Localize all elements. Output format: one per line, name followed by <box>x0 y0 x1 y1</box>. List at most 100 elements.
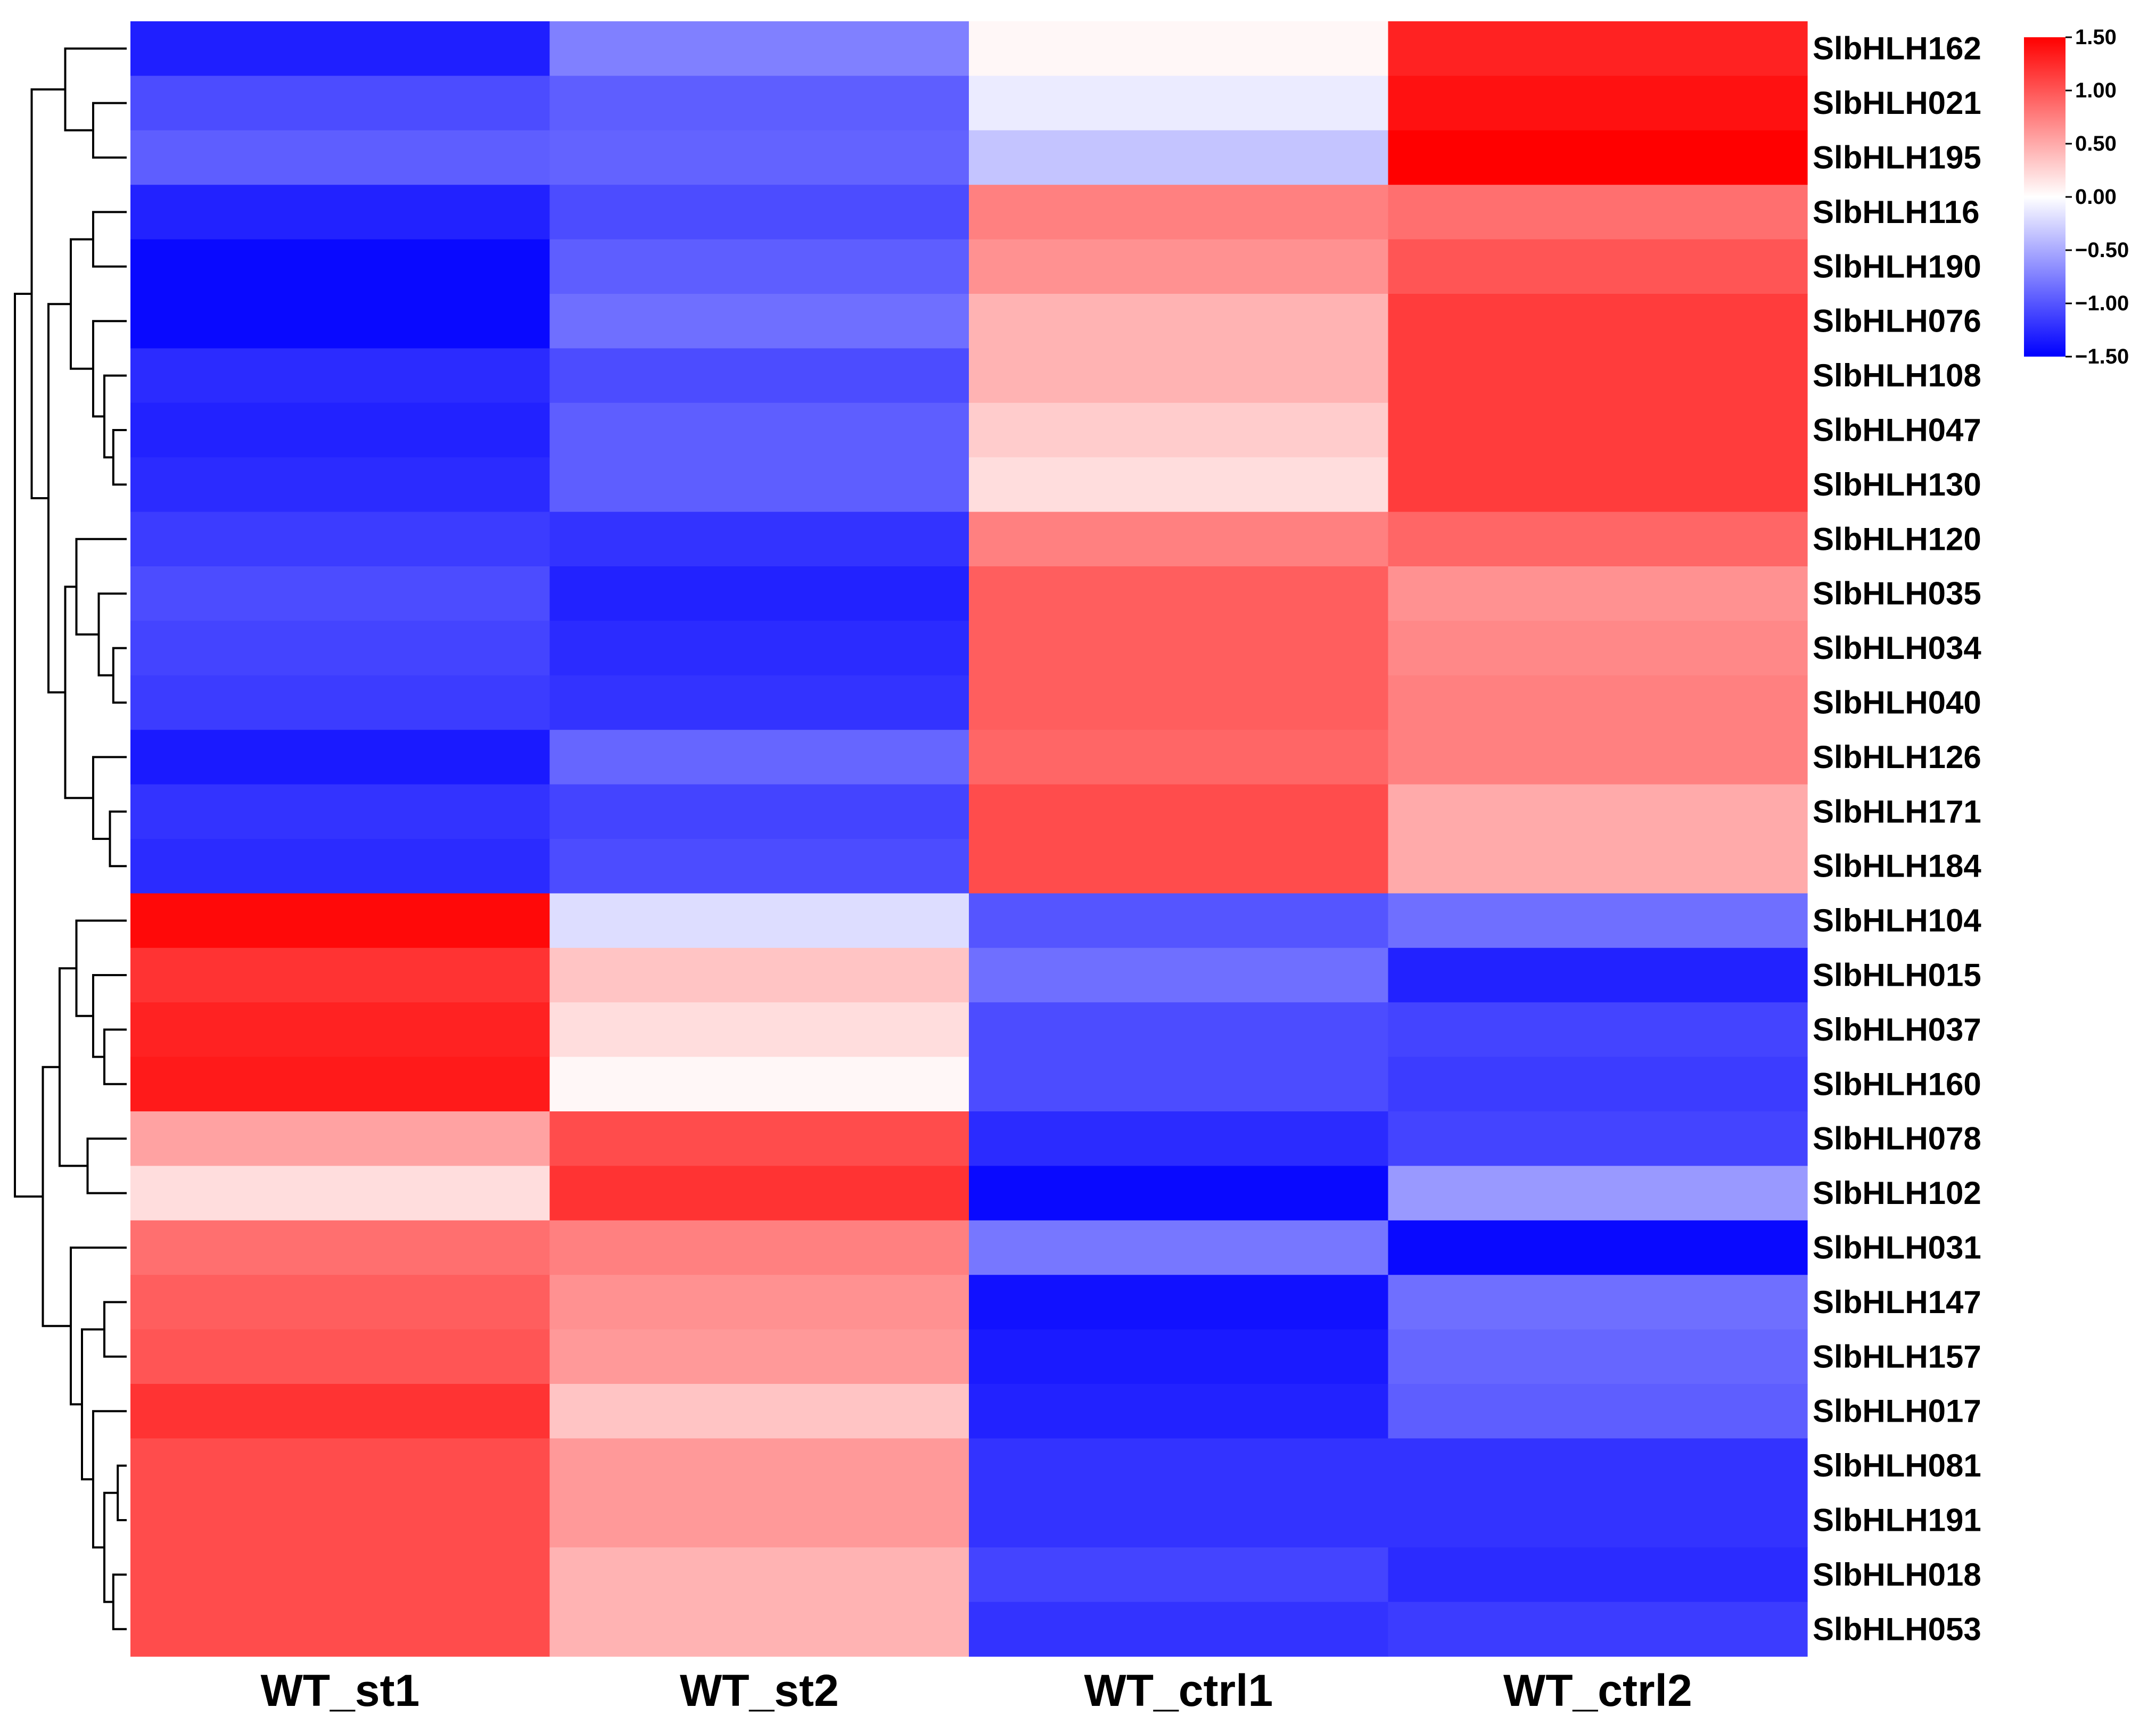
color-scale-legend: 1.50 1.00 0.50 0.00 −0.50 −1.00 −1.50 <box>2024 26 2129 368</box>
heatmap-cell-SlbHLH021-WT_st1 <box>130 76 550 131</box>
colorbar-tick-label: −1.50 <box>2075 345 2129 368</box>
dendrogram-branch <box>112 1573 127 1630</box>
heatmap-cell-SlbHLH108-WT_ctrl2 <box>1388 348 1808 403</box>
dendrogram-branch <box>42 1066 71 1327</box>
heatmap-cell-SlbHLH102-WT_st2 <box>549 1166 969 1221</box>
dendrogram-branch <box>86 1137 127 1194</box>
dendrogram-branch <box>117 1464 127 1521</box>
heatmap-cell-SlbHLH120-WT_ctrl2 <box>1388 512 1808 567</box>
heatmap-cell-SlbHLH047-WT_st2 <box>549 402 969 458</box>
heatmap-cell-SlbHLH035-WT_ctrl1 <box>969 566 1389 621</box>
dendrogram-branch <box>92 974 127 1058</box>
heatmap-cell-SlbHLH017-WT_st1 <box>130 1384 550 1439</box>
heatmap-cell-SlbHLH017-WT_ctrl2 <box>1388 1384 1808 1439</box>
row-label: SlbHLH037 <box>1813 1012 1981 1047</box>
row-label: SlbHLH162 <box>1813 31 1981 67</box>
heatmap-cell-SlbHLH108-WT_ctrl1 <box>969 348 1389 403</box>
heatmap-cell-SlbHLH147-WT_ctrl1 <box>969 1275 1389 1330</box>
heatmap-cell-SlbHLH076-WT_st1 <box>130 294 550 349</box>
row-label: SlbHLH053 <box>1813 1611 1981 1647</box>
dendrogram-branch <box>103 374 127 459</box>
heatmap-cell-SlbHLH108-WT_st2 <box>549 348 969 403</box>
colorbar-tick-label: 1.00 <box>2075 79 2117 102</box>
heatmap-cell-SlbHLH162-WT_st2 <box>549 21 969 76</box>
row-label: SlbHLH108 <box>1813 358 1981 393</box>
heatmap-cell-SlbHLH190-WT_st1 <box>130 239 550 294</box>
heatmap-cell-SlbHLH018-WT_st2 <box>549 1547 969 1603</box>
heatmap-cell-SlbHLH171-WT_st2 <box>549 784 969 839</box>
colorbar-tick-label: 0.50 <box>2075 132 2117 155</box>
heatmap-cell-SlbHLH040-WT_ctrl2 <box>1388 675 1808 730</box>
heatmap-cell-SlbHLH078-WT_st2 <box>549 1111 969 1166</box>
heatmap-cell-SlbHLH147-WT_ctrl2 <box>1388 1275 1808 1330</box>
heatmap-cell-SlbHLH034-WT_ctrl1 <box>969 621 1389 676</box>
dendrogram-branch <box>103 1301 127 1358</box>
heatmap-cell-SlbHLH102-WT_ctrl1 <box>969 1166 1389 1221</box>
row-label: SlbHLH040 <box>1813 685 1981 721</box>
dendrogram-branch <box>47 303 71 694</box>
heatmap-cell-SlbHLH037-WT_st1 <box>130 1002 550 1058</box>
heatmap-cell-SlbHLH015-WT_st1 <box>130 947 550 1003</box>
heatmap-cell-SlbHLH171-WT_ctrl2 <box>1388 784 1808 839</box>
heatmap-cell-SlbHLH171-WT_st1 <box>130 784 550 839</box>
column-label: WT_ctrl2 <box>1503 1665 1692 1715</box>
heatmap-cell-SlbHLH190-WT_st2 <box>549 239 969 294</box>
column-label: WT_ctrl1 <box>1084 1665 1273 1715</box>
heatmap-cell-SlbHLH157-WT_ctrl1 <box>969 1329 1389 1384</box>
dendrogram-branch <box>70 238 93 370</box>
row-label: SlbHLH021 <box>1813 85 1981 121</box>
heatmap-cells <box>130 21 1808 1657</box>
heatmap-cell-SlbHLH191-WT_ctrl1 <box>969 1492 1389 1548</box>
dendrogram-branch <box>14 293 43 1198</box>
heatmap-cell-SlbHLH195-WT_ctrl1 <box>969 130 1389 185</box>
dendrogram-branch <box>103 1028 127 1085</box>
colorbar-gradient <box>2024 37 2066 357</box>
row-label: SlbHLH081 <box>1813 1448 1981 1483</box>
dendrogram-branch <box>112 429 127 486</box>
heatmap-cell-SlbHLH015-WT_ctrl2 <box>1388 947 1808 1003</box>
heatmap-cell-SlbHLH160-WT_st1 <box>130 1057 550 1112</box>
column-label: WT_st2 <box>680 1665 839 1715</box>
row-label: SlbHLH035 <box>1813 576 1981 612</box>
heatmap-cell-SlbHLH047-WT_ctrl1 <box>969 402 1389 458</box>
heatmap-cell-SlbHLH120-WT_st1 <box>130 512 550 567</box>
heatmap-cell-SlbHLH081-WT_st1 <box>130 1438 550 1494</box>
row-label: SlbHLH104 <box>1813 903 1981 938</box>
row-label: SlbHLH047 <box>1813 413 1981 448</box>
heatmap-cell-SlbHLH078-WT_ctrl2 <box>1388 1111 1808 1166</box>
heatmap-cell-SlbHLH130-WT_st2 <box>549 457 969 513</box>
heatmap-cell-SlbHLH034-WT_ctrl2 <box>1388 621 1808 676</box>
heatmap-cell-SlbHLH116-WT_st2 <box>549 185 969 240</box>
heatmap-cell-SlbHLH076-WT_ctrl1 <box>969 294 1389 349</box>
heatmap-cell-SlbHLH053-WT_ctrl1 <box>969 1602 1389 1657</box>
row-label: SlbHLH126 <box>1813 739 1981 775</box>
heatmap-cell-SlbHLH081-WT_ctrl2 <box>1388 1438 1808 1494</box>
heatmap-cell-SlbHLH031-WT_st2 <box>549 1220 969 1275</box>
heatmap-cell-SlbHLH102-WT_st1 <box>130 1166 550 1221</box>
heatmap-cell-SlbHLH104-WT_ctrl2 <box>1388 893 1808 948</box>
heatmap-cell-SlbHLH147-WT_st2 <box>549 1275 969 1330</box>
row-dendrogram <box>14 47 127 1630</box>
row-label: SlbHLH018 <box>1813 1557 1981 1593</box>
dendrogram-branch <box>75 919 127 1017</box>
row-label: SlbHLH191 <box>1813 1503 1981 1538</box>
heatmap-cell-SlbHLH184-WT_st2 <box>549 839 969 894</box>
heatmap-cell-SlbHLH162-WT_ctrl1 <box>969 21 1389 76</box>
heatmap-cell-SlbHLH040-WT_st2 <box>549 675 969 730</box>
heatmap-cell-SlbHLH040-WT_ctrl1 <box>969 675 1389 730</box>
heatmap-cell-SlbHLH037-WT_ctrl1 <box>969 1002 1389 1058</box>
heatmap-cell-SlbHLH108-WT_st1 <box>130 348 550 403</box>
dendrogram-branch <box>59 967 88 1167</box>
heatmap-cell-SlbHLH031-WT_st1 <box>130 1220 550 1275</box>
dendrogram-branch <box>103 1491 118 1603</box>
heatmap-cell-SlbHLH081-WT_ctrl1 <box>969 1438 1389 1494</box>
dendrogram-branch <box>92 211 127 268</box>
heatmap-cell-SlbHLH162-WT_ctrl2 <box>1388 21 1808 76</box>
dendrogram-branch <box>92 1410 127 1549</box>
heatmap-cell-SlbHLH191-WT_st1 <box>130 1492 550 1548</box>
heatmap-cell-SlbHLH160-WT_ctrl2 <box>1388 1057 1808 1112</box>
heatmap-cell-SlbHLH081-WT_st2 <box>549 1438 969 1494</box>
heatmap-cell-SlbHLH021-WT_st2 <box>549 76 969 131</box>
